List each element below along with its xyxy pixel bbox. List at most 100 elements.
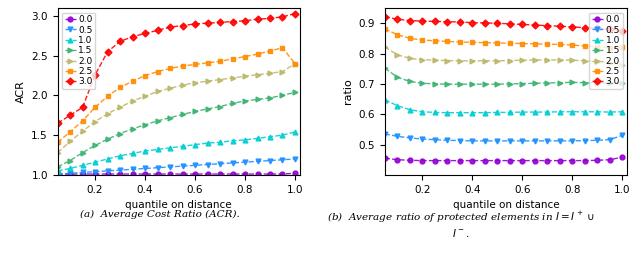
3.0 bbox=[456, 20, 463, 24]
1.0 bbox=[556, 110, 564, 114]
1.0 bbox=[92, 161, 99, 164]
1.0 bbox=[116, 154, 124, 157]
2.0 bbox=[253, 73, 261, 76]
3.0 bbox=[104, 50, 111, 53]
0.0 bbox=[191, 172, 199, 176]
1.0 bbox=[79, 164, 86, 167]
1.5 bbox=[216, 105, 224, 108]
0.0 bbox=[166, 172, 174, 176]
0.0 bbox=[394, 158, 401, 161]
1.0 bbox=[406, 108, 413, 111]
2.5 bbox=[129, 80, 136, 83]
3.0 bbox=[568, 25, 576, 29]
0.5 bbox=[79, 171, 86, 174]
1.5 bbox=[531, 82, 539, 85]
1.0 bbox=[606, 111, 614, 114]
0.5 bbox=[129, 168, 136, 171]
2.5 bbox=[468, 41, 476, 44]
0.5 bbox=[593, 139, 601, 142]
1.0 bbox=[543, 111, 551, 114]
1.0 bbox=[456, 111, 463, 114]
0.5 bbox=[518, 139, 526, 143]
3.0 bbox=[216, 21, 224, 24]
1.0 bbox=[394, 104, 401, 107]
0.5 bbox=[568, 139, 576, 143]
2.0 bbox=[468, 59, 476, 62]
2.5 bbox=[394, 33, 401, 36]
1.5 bbox=[593, 81, 601, 84]
3.0 bbox=[228, 20, 236, 23]
2.5 bbox=[291, 62, 299, 65]
2.5 bbox=[241, 55, 249, 58]
2.5 bbox=[116, 86, 124, 89]
0.5 bbox=[506, 139, 513, 143]
2.5 bbox=[593, 45, 601, 48]
Legend: 0.0, 0.5, 1.0, 1.5, 2.0, 2.5, 3.0: 0.0, 0.5, 1.0, 1.5, 2.0, 2.5, 3.0 bbox=[589, 13, 623, 89]
1.5 bbox=[241, 99, 249, 102]
2.0 bbox=[431, 59, 438, 62]
0.0 bbox=[278, 172, 286, 176]
1.5 bbox=[381, 66, 388, 70]
2.0 bbox=[166, 87, 174, 90]
1.0 bbox=[291, 130, 299, 134]
1.0 bbox=[104, 157, 111, 161]
0.5 bbox=[191, 164, 199, 167]
2.0 bbox=[266, 72, 274, 75]
0.0 bbox=[606, 158, 614, 161]
1.5 bbox=[618, 82, 626, 85]
1.5 bbox=[92, 144, 99, 147]
3.0 bbox=[129, 35, 136, 38]
1.5 bbox=[278, 94, 286, 97]
2.0 bbox=[154, 90, 161, 93]
2.0 bbox=[556, 58, 564, 62]
2.5 bbox=[531, 42, 539, 45]
0.0 bbox=[468, 159, 476, 162]
3.0 bbox=[278, 15, 286, 18]
2.0 bbox=[444, 59, 451, 62]
0.5 bbox=[581, 139, 589, 142]
3.0 bbox=[204, 22, 211, 25]
2.0 bbox=[618, 63, 626, 67]
1.0 bbox=[581, 110, 589, 114]
0.5 bbox=[116, 168, 124, 172]
1.5 bbox=[154, 119, 161, 122]
1.5 bbox=[228, 102, 236, 105]
1.0 bbox=[531, 111, 539, 114]
0.0 bbox=[216, 172, 224, 176]
3.0 bbox=[493, 22, 501, 25]
0.0 bbox=[593, 159, 601, 162]
3.0 bbox=[154, 29, 161, 32]
0.0 bbox=[92, 172, 99, 176]
0.5 bbox=[266, 159, 274, 162]
2.0 bbox=[518, 59, 526, 62]
1.5 bbox=[253, 98, 261, 101]
0.5 bbox=[493, 139, 501, 143]
1.0 bbox=[253, 137, 261, 140]
Line: 0.5: 0.5 bbox=[55, 157, 298, 176]
2.5 bbox=[67, 130, 74, 134]
Line: 2.0: 2.0 bbox=[382, 44, 625, 68]
3.0 bbox=[606, 27, 614, 31]
2.5 bbox=[278, 46, 286, 49]
2.5 bbox=[216, 60, 224, 63]
0.0 bbox=[67, 172, 74, 176]
2.0 bbox=[381, 45, 388, 48]
0.5 bbox=[556, 139, 564, 143]
1.0 bbox=[419, 110, 426, 114]
1.5 bbox=[104, 137, 111, 141]
0.0 bbox=[431, 159, 438, 162]
1.0 bbox=[191, 143, 199, 146]
1.0 bbox=[444, 111, 451, 114]
2.5 bbox=[518, 42, 526, 45]
2.5 bbox=[506, 42, 513, 45]
3.0 bbox=[593, 27, 601, 30]
2.0 bbox=[481, 59, 488, 62]
1.5 bbox=[179, 113, 186, 116]
0.5 bbox=[278, 158, 286, 161]
0.0 bbox=[79, 172, 86, 176]
Line: 2.5: 2.5 bbox=[382, 26, 625, 50]
3.0 bbox=[506, 22, 513, 26]
Line: 2.5: 2.5 bbox=[55, 45, 298, 145]
0.5 bbox=[444, 139, 451, 142]
0.0 bbox=[581, 159, 589, 162]
